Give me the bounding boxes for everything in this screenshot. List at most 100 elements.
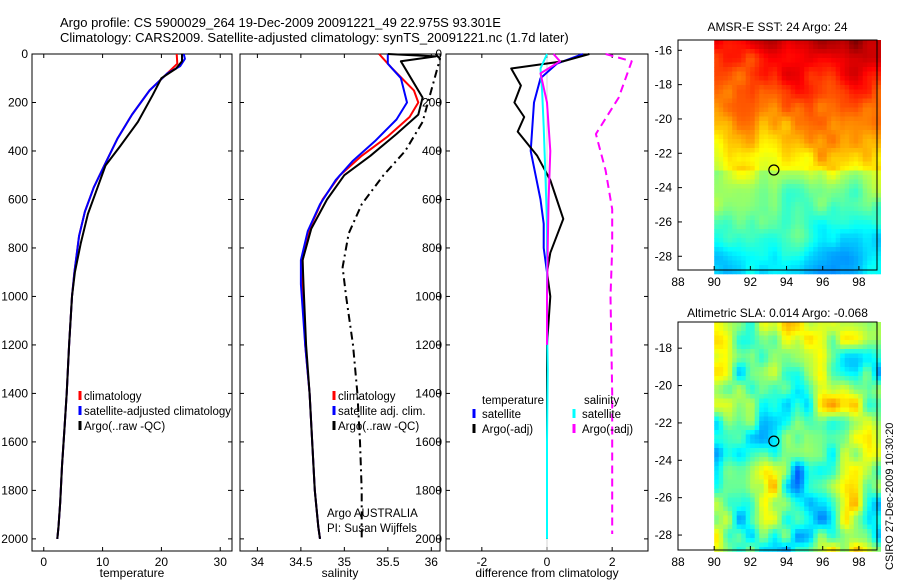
sla_map-cell — [727, 524, 733, 530]
sla_map-cell — [736, 466, 742, 471]
sst_map-cell — [723, 206, 728, 212]
sst_map-cell — [754, 116, 760, 122]
sst_map-cell — [862, 184, 868, 189]
sst_map-cell — [718, 202, 724, 207]
sst_map-cell — [799, 71, 805, 77]
sla_map-cell — [732, 448, 737, 453]
sst_map-cell — [768, 269, 773, 275]
sla_map-cell — [831, 398, 836, 404]
sla_map-cell — [826, 461, 832, 467]
sla_map-cell — [799, 430, 805, 435]
sst_map-cell — [745, 215, 751, 221]
sst_map-cell — [826, 184, 832, 189]
sst_map-cell — [772, 53, 778, 59]
sst_map-cell — [768, 175, 773, 180]
sla_map-cell — [777, 358, 782, 363]
sst_map-cell — [790, 269, 796, 275]
sst_map-cell — [808, 71, 814, 77]
sla_map-cell — [763, 344, 769, 350]
sla_map-cell — [727, 457, 733, 462]
sla_map-cell — [858, 538, 863, 543]
sla_map-cell — [862, 547, 868, 552]
sla_map-cell — [840, 533, 845, 539]
sst_map-cell — [871, 265, 877, 270]
sla_map-cell — [759, 457, 764, 462]
sst_map-cell — [835, 98, 841, 104]
sst_map-cell — [714, 224, 719, 230]
sla_map-cell — [808, 389, 814, 395]
sst_map-cell — [750, 193, 755, 198]
sst_map-cell — [808, 197, 814, 203]
sst_map-cell — [714, 139, 719, 144]
sst_map-cell — [862, 107, 868, 113]
sst_map-cell — [831, 80, 836, 86]
sst_map-cell — [813, 269, 818, 275]
sla_map-cell — [763, 542, 769, 548]
sst_map-cell — [781, 179, 787, 185]
sst_map-cell — [853, 134, 859, 140]
sla_map-cell — [799, 421, 805, 426]
sst_map-cell — [781, 152, 787, 158]
sst_map-cell — [862, 188, 868, 194]
sst_map-cell — [781, 175, 787, 180]
sst_map-cell — [777, 161, 782, 167]
sst_map-cell — [822, 89, 827, 95]
sst_map-cell — [741, 103, 746, 108]
sla_map-cell — [822, 497, 827, 503]
sst_map-cell — [853, 211, 859, 216]
sla_map-cell — [867, 443, 872, 449]
sst_map-cell — [777, 260, 782, 266]
sla_map-cell — [840, 335, 845, 341]
sst_map-cell — [804, 98, 809, 104]
sla_map-cell — [750, 403, 755, 408]
sla_map-cell — [817, 452, 823, 458]
sla_map-cell — [754, 344, 760, 350]
sla_map-cell — [714, 385, 719, 390]
sst_map-cell — [714, 202, 719, 207]
sla_map-cell — [858, 421, 863, 426]
sla_map-cell — [727, 475, 733, 480]
sla_map-cell — [795, 416, 800, 422]
sst_map-cell — [858, 143, 863, 149]
sst_map-cell — [754, 121, 760, 126]
sst_map-cell — [759, 157, 764, 162]
sst_map-cell — [736, 152, 742, 158]
sst_map-cell — [714, 157, 719, 162]
sst_map-cell — [844, 175, 850, 180]
sla_map-cell — [840, 403, 845, 408]
sla_map-cell — [867, 394, 872, 399]
sla_map-cell — [768, 358, 773, 363]
sla_map-cell — [871, 506, 877, 512]
sla_map-cell — [750, 425, 755, 431]
sla_map-cell — [844, 322, 850, 327]
sst_map-cell — [858, 80, 863, 86]
sst_map-cell — [777, 193, 782, 198]
sst_map-cell — [741, 247, 746, 252]
sla_map-cell — [799, 349, 805, 354]
sla_map-cell — [862, 367, 868, 372]
sla_map-cell — [718, 497, 724, 503]
sst_map-cell — [822, 220, 827, 225]
sla_map-cell — [808, 493, 814, 498]
sst_map-cell — [714, 116, 719, 122]
sla_map-cell — [799, 497, 805, 503]
sst_map-cell — [804, 265, 809, 270]
sla_map-cell — [876, 353, 881, 359]
sst_map-cell — [808, 116, 814, 122]
sst_map-cell — [871, 103, 877, 108]
sla_map-cell — [727, 448, 733, 453]
sla_map-cell — [732, 538, 737, 543]
sla_map-cell — [876, 511, 881, 516]
sst_map-cell — [871, 130, 877, 135]
sst_map-cell — [849, 238, 854, 243]
sla_map-cell — [714, 448, 719, 453]
sla_map-cell — [777, 340, 782, 345]
sst_map-cell — [844, 166, 850, 171]
sst_map-xtick-label: 88 — [671, 275, 685, 289]
sst_map-cell — [727, 53, 733, 59]
sst_map-cell — [849, 148, 854, 153]
sla_map-cell — [736, 461, 742, 467]
sst_map-cell — [763, 215, 769, 221]
sla_map-cell — [714, 452, 719, 458]
sla_map-cell — [741, 340, 746, 345]
